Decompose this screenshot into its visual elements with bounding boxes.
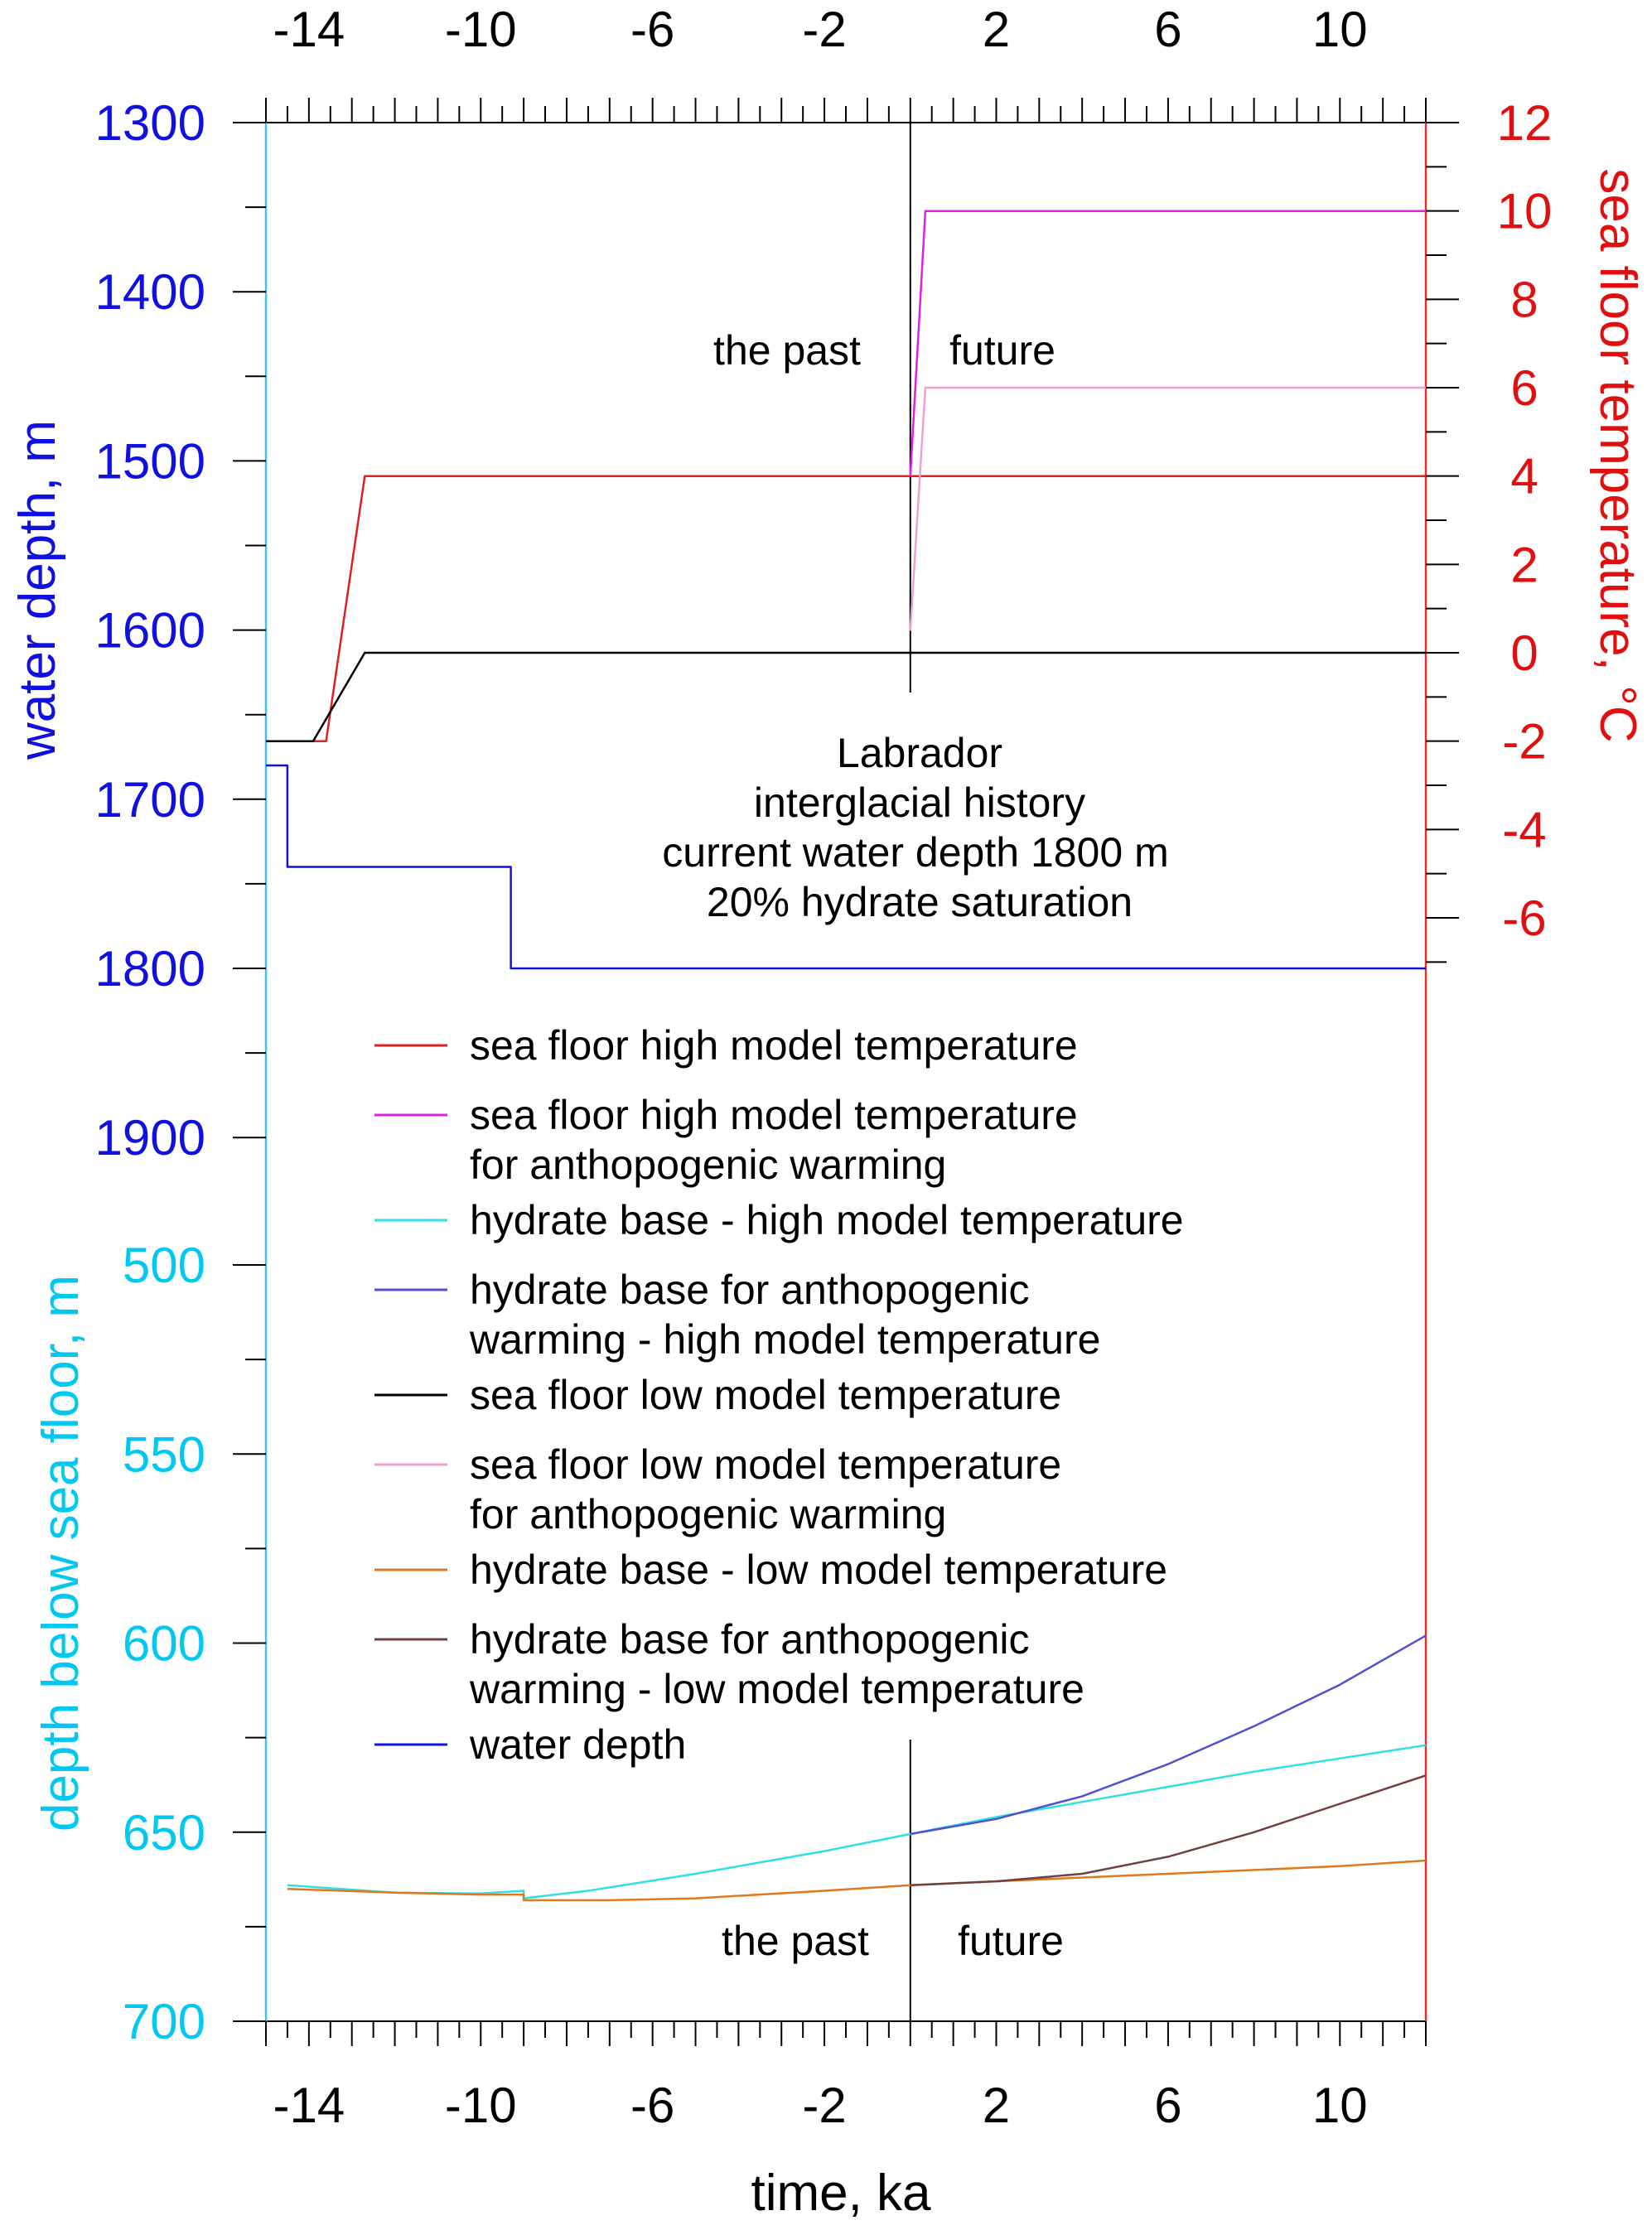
- series-layer: [266, 210, 1427, 1902]
- annotation-top-past: the past: [713, 327, 861, 374]
- temperature-tick-label: 0: [1510, 625, 1538, 681]
- axis-ticks: [233, 98, 1459, 2046]
- legend-label-2: sea floor high model temperature: [470, 1092, 1078, 1138]
- legend-label-3: hydrate base - high model temperature: [470, 1197, 1184, 1243]
- annotation-bottom-future: future: [958, 1918, 1064, 1964]
- legend-label-4: warming - high model temperature: [469, 1316, 1100, 1363]
- legend-label-6: sea floor low model temperature: [470, 1441, 1061, 1488]
- temperature-tick-label: 8: [1510, 272, 1538, 327]
- annotation-info-line-1: Labrador: [837, 730, 1002, 776]
- x-bottom-tick-label: -6: [630, 2078, 674, 2133]
- legend-label-6: for anthopogenic warming: [470, 1491, 946, 1537]
- x-bottom-tick-label: 2: [983, 2078, 1010, 2133]
- x-bottom-tick-label: -2: [802, 2078, 846, 2133]
- temperature-tick-label: 4: [1510, 449, 1538, 504]
- legend-label-9: water depth: [469, 1721, 686, 1768]
- depth-below-tick-label: 600: [123, 1616, 205, 1672]
- legend: sea floor high model temperature sea floo…: [374, 1022, 1184, 1768]
- water-depth-tick-label: 1700: [95, 772, 205, 828]
- sea-floor-temperature-axis-title: sea floor temperature, °C: [1589, 168, 1646, 742]
- legend-label-7: hydrate base - low model temperature: [470, 1547, 1167, 1593]
- legend-label-8: hydrate base for anthopogenic: [470, 1616, 1030, 1663]
- water-depth-tick-label: 1300: [95, 95, 205, 151]
- temperature-tick-label: -2: [1502, 714, 1546, 770]
- annotation-info-line-3: current water depth 1800 m: [662, 829, 1168, 876]
- series-line-9: [266, 764, 1426, 970]
- water-depth-tick-label: 1500: [95, 433, 205, 489]
- x-bottom-tick-label: 10: [1312, 2078, 1368, 2133]
- legend-label-1: sea floor high model temperature: [470, 1022, 1078, 1069]
- x-top-tick-label: -14: [273, 2, 345, 57]
- x-top-tick-label: -10: [445, 2, 517, 57]
- depth-below-tick-label: 500: [123, 1238, 205, 1293]
- series-line-3: [287, 1744, 1427, 1899]
- x-axis-title: time, ka: [751, 2165, 931, 2222]
- x-top-tick-label: -6: [630, 2, 674, 57]
- x-top-tick-label: 6: [1154, 2, 1181, 57]
- x-top-tick-label: 10: [1312, 2, 1368, 57]
- x-bottom-tick-label: -10: [445, 2078, 517, 2133]
- series-line-7: [287, 1859, 1427, 1902]
- annotation-info-line-2: interglacial history: [754, 780, 1085, 826]
- depth-below-tick-label: 650: [123, 1805, 205, 1861]
- temperature-tick-label: -6: [1502, 891, 1546, 946]
- x-top-tick-label: -2: [802, 2, 846, 57]
- depth-below-sea-floor-axis-title: depth below sea floor, m: [32, 1275, 89, 1832]
- x-top-tick-label: 2: [983, 2, 1010, 57]
- series-line-5: [266, 651, 1426, 742]
- series-line-6: [909, 386, 1426, 631]
- legend-label-5: sea floor low model temperature: [470, 1372, 1061, 1418]
- legend-label-8: warming - low model temperature: [469, 1666, 1084, 1712]
- annotation-info-line-4: 20% hydrate saturation: [707, 879, 1133, 925]
- water-depth-axis-title: water depth, m: [9, 420, 66, 760]
- x-bottom-tick-label: -14: [273, 2078, 345, 2133]
- series-line-2: [909, 210, 1426, 476]
- water-depth-tick-label: 1900: [95, 1110, 205, 1166]
- legend-label-4: hydrate base for anthopogenic: [470, 1267, 1030, 1313]
- tick-labels: -14 -14 -10 -10 -6 -6 -2 -2 2 2 6 6 10 10 1300 1400 1500…: [95, 2, 1553, 2133]
- annotation-bottom-past: the past: [722, 1918, 869, 1964]
- temperature-tick-label: -4: [1502, 802, 1546, 857]
- series-line-4: [910, 1634, 1427, 1836]
- x-bottom-tick-label: 6: [1154, 2078, 1181, 2133]
- water-depth-tick-label: 1600: [95, 603, 205, 659]
- temperature-tick-label: 2: [1510, 537, 1538, 592]
- annotation-top-future: future: [949, 327, 1055, 374]
- temperature-tick-label: 10: [1497, 184, 1553, 239]
- depth-below-tick-label: 550: [123, 1426, 205, 1482]
- legend-label-2: for anthopogenic warming: [470, 1142, 946, 1188]
- water-depth-tick-label: 1800: [95, 941, 205, 997]
- temperature-tick-label: 12: [1497, 95, 1553, 151]
- series-line-8: [910, 1774, 1427, 1886]
- water-depth-tick-label: 1400: [95, 264, 205, 320]
- temperature-tick-label: 6: [1510, 360, 1538, 416]
- depth-below-tick-label: 700: [123, 1994, 205, 2049]
